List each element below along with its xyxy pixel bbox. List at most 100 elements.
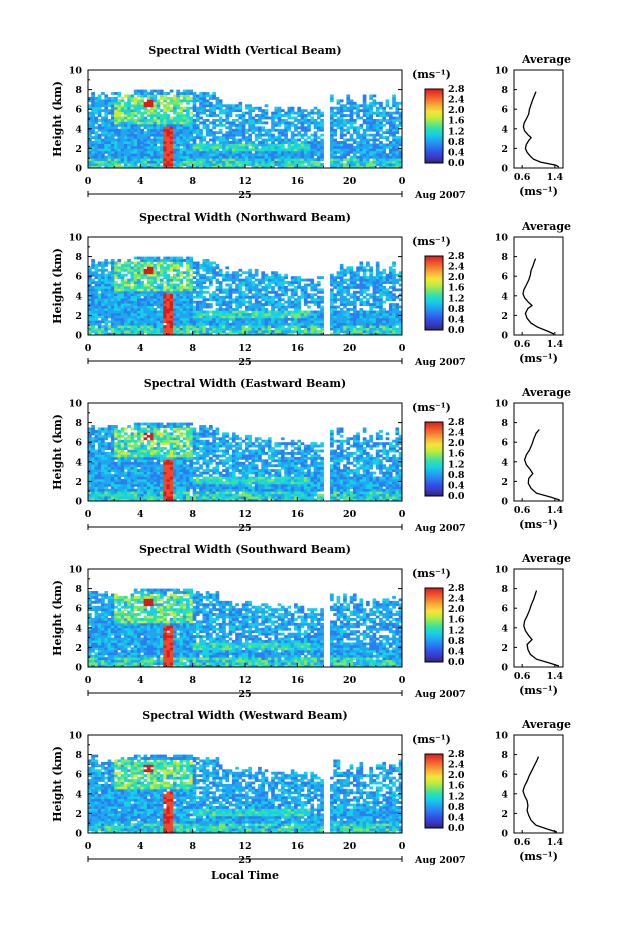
heatmap-cell — [369, 295, 373, 299]
heatmap-cell — [146, 259, 151, 262]
heatmap-cell — [107, 466, 112, 470]
heatmap-cell — [333, 320, 337, 324]
heatmap-cell — [294, 278, 298, 282]
heatmap-cell — [333, 332, 337, 336]
heatmap-cell — [343, 290, 347, 294]
heatmap-cell — [287, 145, 292, 149]
heatmap-cell — [284, 273, 288, 277]
heatmap-cell — [228, 298, 233, 302]
heatmap-cell — [104, 322, 109, 326]
heatmap-cell — [271, 119, 275, 122]
heatmap-cell — [202, 126, 207, 130]
heatmap-cell — [274, 330, 279, 333]
heatmap-cell — [222, 143, 226, 147]
heatmap-cell — [199, 317, 203, 321]
heatmap-cell — [114, 474, 118, 477]
heatmap-cell — [245, 148, 249, 152]
heatmap-cell — [392, 150, 396, 154]
heatmap-cell — [218, 116, 223, 120]
heatmap-cell — [382, 310, 387, 314]
heatmap-cell — [192, 148, 197, 152]
heatmap-cell — [202, 138, 207, 142]
heatmap-cell — [375, 315, 380, 319]
heatmap-cell — [392, 312, 396, 316]
heatmap-cell — [333, 283, 337, 287]
heatmap-cell — [228, 145, 233, 149]
heatmap-cell — [356, 286, 360, 289]
heatmap-cell — [375, 121, 380, 125]
heatmap-cell — [199, 305, 203, 309]
heatmap-cell — [366, 150, 370, 154]
heatmap-cell — [94, 300, 99, 304]
heatmap-cell — [140, 271, 145, 275]
heatmap-cell — [101, 459, 105, 463]
heatmap-cell — [254, 153, 259, 157]
heatmap-cell — [316, 145, 321, 149]
heatmap-cell — [97, 464, 102, 468]
heatmap-cell — [150, 131, 154, 135]
heatmap-cell — [209, 295, 213, 299]
heatmap-cell — [101, 92, 105, 95]
heatmap-cell — [346, 300, 351, 304]
heatmap-cell — [202, 101, 207, 105]
heatmap-cell — [343, 332, 347, 336]
heatmap-cell — [228, 104, 233, 108]
heatmap-cell — [91, 439, 95, 443]
heatmap-cell — [179, 99, 184, 103]
heatmap-cell — [222, 303, 226, 306]
heatmap-cell — [130, 119, 135, 122]
heatmap-cell — [173, 99, 177, 103]
heatmap-cell — [280, 288, 285, 292]
heatmap-cell — [186, 273, 190, 277]
heatmap-cell — [104, 459, 109, 463]
heatmap-cell — [366, 325, 370, 329]
heatmap-cell — [94, 153, 99, 157]
heatmap-cell — [359, 158, 364, 162]
heatmap-cell — [333, 121, 337, 125]
heatmap-cell — [238, 322, 243, 326]
heatmap-cell — [238, 290, 243, 294]
heatmap-cell — [218, 138, 223, 142]
heatmap-cell — [333, 119, 337, 122]
heatmap-cell — [179, 158, 184, 162]
heatmap-cell — [313, 320, 318, 324]
heatmap-cell — [245, 128, 249, 132]
heatmap-cell — [352, 300, 357, 304]
heatmap-cell — [94, 308, 99, 311]
heatmap-cell — [137, 138, 141, 142]
x-tick-label: 0 — [399, 176, 406, 187]
heatmap-cell — [366, 138, 370, 142]
heatmap-cell — [97, 474, 102, 477]
heatmap-cell — [130, 266, 135, 270]
heatmap-cell — [150, 276, 154, 280]
heatmap-cell — [163, 155, 167, 159]
heatmap-cell — [248, 143, 252, 147]
heatmap-cell — [143, 92, 148, 95]
heatmap-cell — [169, 163, 174, 166]
heatmap-cell — [222, 300, 226, 304]
heatmap-cell — [362, 148, 367, 152]
heatmap-cell — [150, 106, 154, 110]
heatmap-cell — [101, 332, 105, 336]
heatmap-cell — [104, 96, 109, 100]
heatmap-cell — [156, 153, 161, 157]
heatmap-cell — [215, 281, 220, 284]
heatmap-cell — [97, 155, 102, 159]
heatmap-cell — [169, 128, 174, 132]
heatmap-cell — [192, 131, 197, 135]
heatmap-cell — [153, 138, 158, 142]
heatmap-cell — [346, 143, 351, 147]
heatmap-cell — [303, 160, 308, 164]
heatmap-cell — [356, 104, 360, 108]
heatmap-cell — [173, 121, 177, 125]
heatmap-cell — [375, 131, 380, 135]
heatmap-cell — [385, 119, 390, 122]
heatmap-cell — [104, 261, 109, 265]
heatmap-cell — [352, 145, 357, 149]
heatmap-cell — [150, 165, 154, 169]
heatmap-cell — [189, 150, 194, 154]
heatmap-cell — [362, 332, 367, 336]
heatmap-cell — [163, 111, 167, 115]
heatmap-cell — [150, 160, 154, 164]
heatmap-cell — [320, 123, 324, 127]
